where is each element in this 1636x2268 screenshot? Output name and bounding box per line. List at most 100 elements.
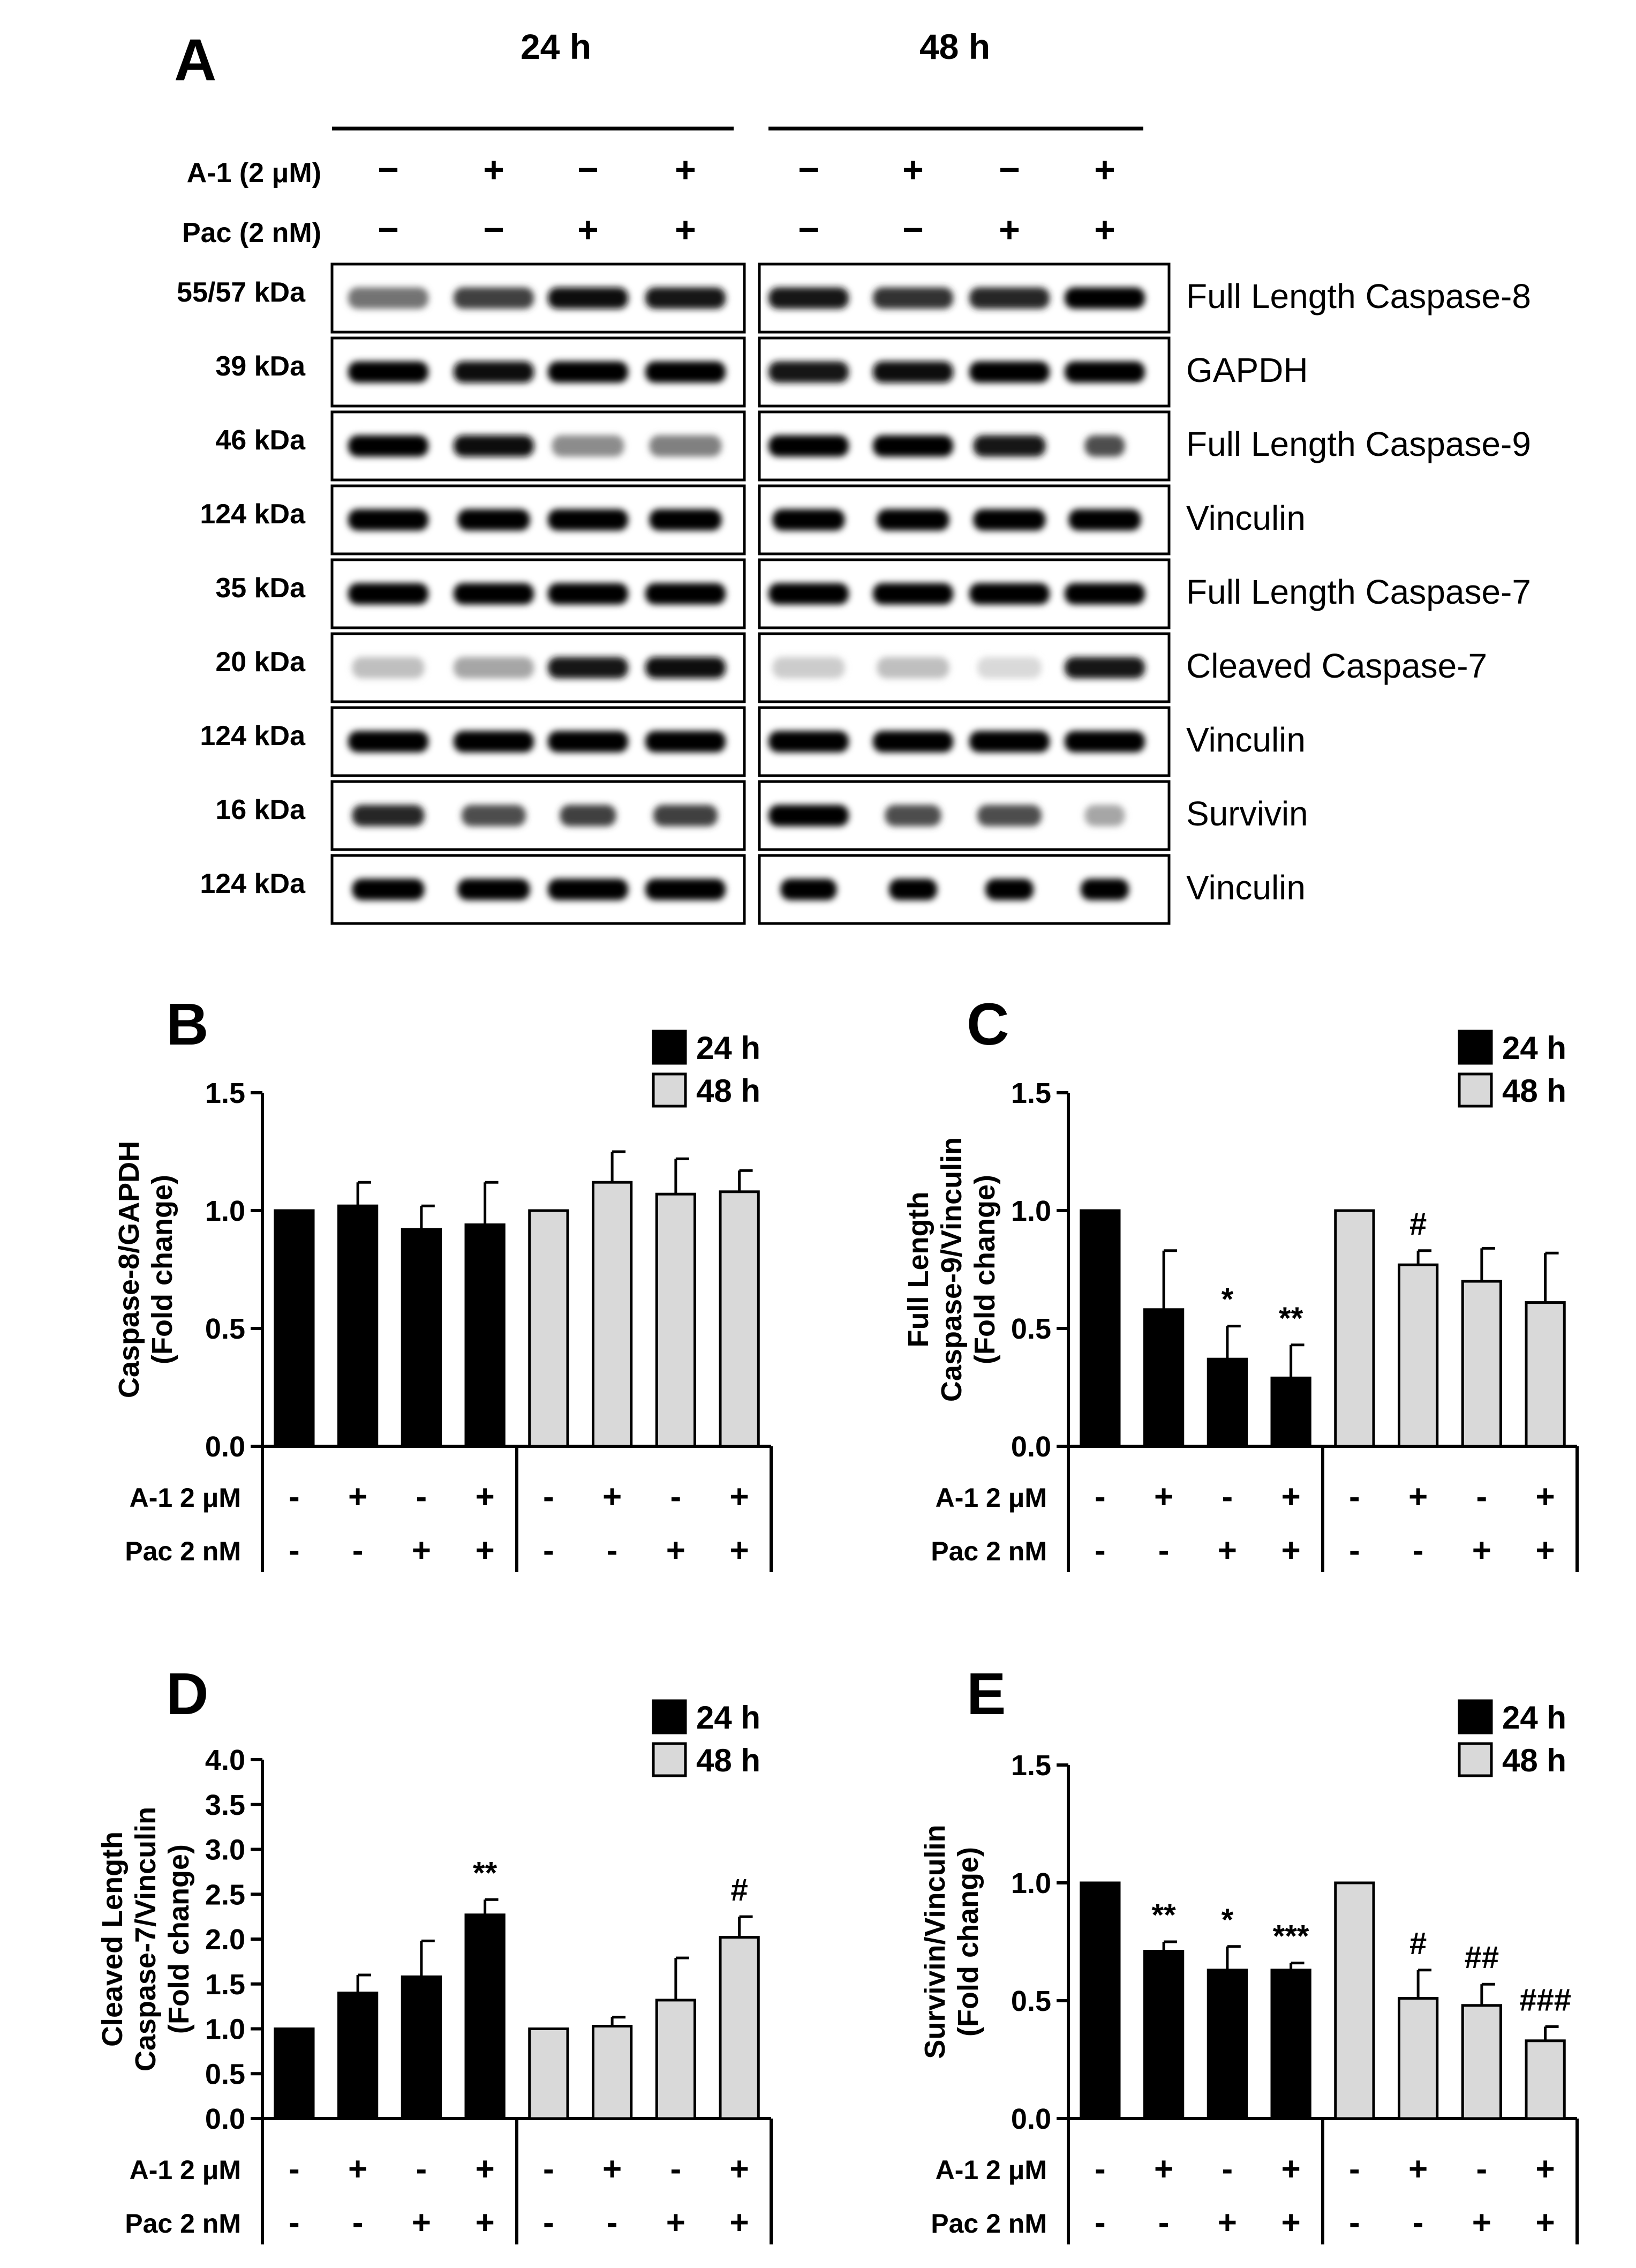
row-label-pac: Pac 2 nM — [125, 1536, 241, 1566]
blot-band — [645, 583, 726, 605]
pac-sign: + — [666, 1532, 685, 1569]
molecular-weight-label: 124 kDa — [200, 868, 306, 899]
legend-label-24h: 24 h — [1502, 1700, 1566, 1736]
blot-band — [548, 509, 628, 531]
legend-swatch-48h — [652, 1742, 687, 1777]
significance-marker: ** — [473, 1856, 497, 1890]
a1-sign: - — [1095, 2151, 1106, 2188]
y-axis-label: (Fold change) — [969, 1175, 1001, 1364]
a1-sign: - — [1476, 2151, 1488, 2188]
legend-swatch-24h — [652, 1699, 687, 1734]
y-axis-label: Cleaved Length — [96, 1831, 129, 2047]
a1-sign: + — [1154, 1478, 1173, 1515]
legend-label-24h: 24 h — [696, 1030, 760, 1066]
blot-band — [348, 361, 428, 383]
pac-sign: + — [1281, 2204, 1301, 2241]
y-tick-label: 3.0 — [205, 1834, 245, 1866]
pac-sign: + — [577, 209, 599, 250]
a1-sign: - — [416, 1478, 427, 1515]
pac-sign: + — [666, 2204, 685, 2241]
blot-row: 55/57 kDa Full Length Caspase-8 — [177, 262, 1531, 334]
blot-band — [457, 509, 530, 531]
bar-48h — [1334, 1881, 1375, 2120]
blot-band — [768, 731, 849, 753]
bar-48h — [592, 2024, 633, 2120]
blot-band — [560, 805, 616, 827]
blot-band — [457, 878, 530, 900]
y-tick-label: 0.5 — [1011, 1985, 1051, 2017]
blot-band — [454, 583, 534, 605]
a1-sign: - — [670, 1478, 682, 1515]
bar-48h — [719, 1190, 760, 1448]
pac-sign: - — [1158, 2204, 1170, 2241]
pac-sign: - — [289, 1532, 300, 1569]
legend-label-48h: 48 h — [696, 1073, 760, 1109]
blot-band — [969, 287, 1050, 309]
blot-band — [772, 657, 845, 679]
pac-sign: + — [675, 209, 696, 250]
pac-sign: - — [607, 2204, 618, 2241]
pac-sign: + — [1472, 2204, 1491, 2241]
a1-sign: - — [1095, 1478, 1106, 1515]
y-axis-label: (Fold change) — [146, 1175, 178, 1364]
bar-24h — [1270, 1969, 1311, 2120]
bar-24h — [1080, 1209, 1121, 1448]
blot-band — [548, 731, 628, 753]
blot-band — [873, 731, 953, 753]
blot-band — [1084, 435, 1125, 457]
pac-sign: - — [607, 1532, 618, 1569]
protein-label: Full Length Caspase-8 — [1186, 277, 1531, 316]
panel-d-chart: D 24 h 48 h 0.0 0.5 1.0 1.5 2.0 2.5 3.0 3.5 4.0 Clea… — [96, 1661, 773, 2244]
pac-sign: - — [1349, 2204, 1360, 2241]
molecular-weight-label: 124 kDa — [200, 499, 306, 530]
legend-swatch-24h — [1458, 1699, 1493, 1734]
pac-sign: + — [1536, 1532, 1555, 1569]
a1-sign: + — [1536, 1478, 1555, 1515]
pac-sign: + — [730, 2204, 749, 2241]
y-tick-label: 0.0 — [1011, 1431, 1051, 1463]
a1-sign: + — [902, 149, 924, 190]
pac-sign: + — [1218, 2204, 1237, 2241]
bar-48h — [1461, 1280, 1502, 1448]
blot-band — [645, 657, 726, 679]
a1-sign: + — [483, 149, 504, 190]
y-tick-label: 0.0 — [205, 2103, 245, 2135]
a1-sign: + — [348, 2151, 367, 2188]
blot-band — [454, 287, 534, 309]
significance-marker: *** — [1273, 1919, 1309, 1954]
significance-marker: ### — [1519, 1982, 1571, 2017]
molecular-weight-label: 124 kDa — [200, 720, 306, 752]
y-tick-label: 1.5 — [1011, 1077, 1051, 1109]
blot-band — [649, 435, 722, 457]
protein-label: Vinculin — [1186, 720, 1306, 759]
panel-letter: B — [166, 992, 208, 1057]
a1-sign: + — [1154, 2151, 1173, 2188]
protein-label: Full Length Caspase-7 — [1186, 573, 1531, 611]
row-label-pac: Pac (2 nM) — [182, 217, 321, 249]
y-tick-label: 0.5 — [1011, 1313, 1051, 1345]
legend-label-48h: 48 h — [1502, 1743, 1566, 1778]
row-label-a1: A-1 2 μM — [936, 2155, 1047, 2185]
pac-sign: - — [543, 1532, 554, 1569]
bar-24h — [274, 1209, 315, 1448]
row-label-a1: A-1 2 μM — [130, 1483, 241, 1513]
protein-label: Vinculin — [1186, 499, 1306, 537]
blot-band — [649, 509, 722, 531]
y-axis-label: Full Length — [902, 1192, 934, 1348]
blot-band — [1081, 878, 1129, 900]
bar-48h — [655, 1999, 696, 2120]
bar-24h — [1143, 1950, 1185, 2120]
blot-band — [352, 805, 425, 827]
blot-band — [462, 805, 526, 827]
y-tick-label: 1.0 — [1011, 1867, 1051, 1899]
bar-48h — [528, 2027, 569, 2120]
blot-band — [645, 731, 726, 753]
pac-sign: - — [1158, 1532, 1170, 1569]
blot-band — [1065, 731, 1145, 753]
significance-marker: * — [1222, 1282, 1234, 1317]
molecular-weight-label: 16 kDa — [215, 794, 306, 825]
bar-48h — [1525, 2039, 1566, 2120]
blot-band — [552, 435, 624, 457]
blot-band — [977, 657, 1042, 679]
blot-row: 46 kDa Full Length Caspase-9 — [215, 410, 1531, 482]
